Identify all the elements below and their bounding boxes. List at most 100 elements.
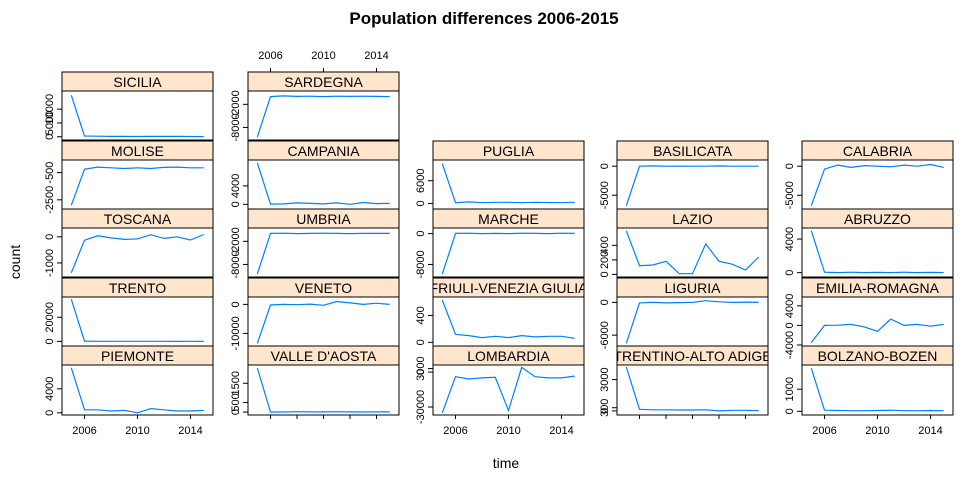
y-tick-label-sardegna-1: -2000 — [230, 90, 242, 118]
x-tick-label-bolzano-bozen-2: 2014 — [918, 425, 942, 437]
y-tick-label-molise-1: -500 — [44, 162, 56, 184]
strip-label-veneto: VENETO — [295, 280, 352, 296]
panel-box-veneto — [247, 296, 400, 347]
chart-title: Population differences 2006-2015 — [349, 9, 618, 28]
x-tick-label-lombardia-0: 2006 — [443, 425, 467, 437]
y-tick-label-abruzzo-0: 0 — [784, 270, 796, 276]
strip-label-calabria: CALABRIA — [843, 143, 913, 159]
panel-box-calabria — [801, 159, 954, 210]
y-tick-label-campania-0: 0 — [230, 201, 242, 207]
series-line-calabria — [810, 163, 944, 206]
y-tick-label-piemonte-1: 4000 — [44, 377, 56, 401]
strip-label-friuli-venezia-giulia: FRIULI-VENEZIA GIULIA — [430, 280, 589, 296]
y-tick-label-puglia-0: 0 — [415, 200, 427, 206]
y-tick-label-friuli-venezia-giulia-1: 400 — [415, 306, 427, 324]
panel-box-piemonte — [61, 364, 214, 416]
panel-box-toscana — [61, 227, 214, 278]
y-tick-label-valle-d-aosta-1: 500 — [230, 393, 242, 411]
y-tick-label-trentino-alto-adige-2: 3000 — [599, 367, 611, 391]
y-tick-label-umbria-1: -2000 — [230, 227, 242, 255]
strip-label-molise: MOLISE — [111, 143, 164, 159]
y-tick-label-basilicata-1: 0 — [599, 163, 611, 169]
y-tick-label-sicilia-0: 0 — [44, 134, 56, 140]
y-tick-label-veneto-0: -10000 — [230, 316, 242, 350]
y-tick-label-calabria-0: -5000 — [784, 181, 796, 209]
series-line-lazio — [625, 230, 760, 275]
y-tick-label-piemonte-0: 0 — [44, 410, 56, 416]
panel-calabria: CALABRIA -5000 0 — [784, 140, 954, 213]
y-tick-label-calabria-1: 0 — [784, 163, 796, 169]
panel-marche: MARCHE -8000 0 — [415, 208, 585, 281]
y-axis-title: count — [7, 245, 23, 279]
strip-label-lombardia: LOMBARDIA — [467, 348, 550, 364]
series-line-sicilia — [70, 95, 204, 138]
strip-label-emilia-romagna: EMILIA-ROMAGNA — [816, 280, 940, 296]
series-line-liguria — [625, 300, 759, 344]
series-line-puglia — [441, 163, 575, 204]
y-tick-label-bolzano-bozen-0: 0 — [784, 408, 796, 414]
series-line-basilicata — [625, 165, 759, 206]
y-tick-label-molise-0: -2500 — [44, 186, 56, 214]
x-tick-label-piemonte-2: 2014 — [178, 425, 202, 437]
strip-label-valle-d-aosta: VALLE D'AOSTA — [271, 348, 377, 364]
x-tick-label-piemonte-0: 2006 — [72, 425, 96, 437]
series-line-sardegna — [256, 95, 390, 138]
x-tick-label-lombardia-1: 2010 — [496, 425, 520, 437]
strip-label-bolzano-bozen: BOLZANO-BOZEN — [818, 348, 938, 364]
y-tick-label-emilia-romagna-1: 0 — [784, 322, 796, 328]
panel-piemonte: PIEMONTE 0 4000 2006 2010 2014 — [44, 345, 214, 437]
panel-molise: MOLISE -2500 -500 — [44, 140, 214, 214]
strip-label-liguria: LIGURIA — [664, 280, 721, 296]
y-tick-label-emilia-romagna-0: -4000 — [784, 331, 796, 359]
y-tick-label-veneto-1: 0 — [230, 301, 242, 307]
y-tick-label-trento-0: 0 — [44, 338, 56, 344]
y-tick-label-lazio-2: 400 — [599, 236, 611, 254]
series-line-marche — [441, 232, 575, 275]
strip-label-basilicata: BASILICATA — [653, 143, 733, 159]
y-tick-label-liguria-0: -6000 — [599, 321, 611, 349]
strip-label-campania: CAMPANIA — [287, 143, 360, 159]
strip-label-marche: MARCHE — [478, 211, 539, 227]
x-tick-label-piemonte-1: 2010 — [125, 425, 149, 437]
y-tick-label-valle-d-aosta-2: 1500 — [230, 371, 242, 395]
series-line-campania — [256, 162, 390, 205]
strip-label-trento: TRENTO — [109, 280, 166, 296]
strip-label-lazio: LAZIO — [672, 211, 713, 227]
strip-label-puglia: PUGLIA — [483, 143, 535, 159]
y-tick-label-toscana-0: -1000 — [44, 249, 56, 277]
y-tick-label-bolzano-bozen-1: 1000 — [784, 377, 796, 401]
x-tick-label-bolzano-bozen-0: 2006 — [812, 425, 836, 437]
panel-box-trento — [61, 296, 214, 347]
y-tick-label-emilia-romagna-2: 4000 — [784, 294, 796, 318]
series-line-trento — [70, 299, 204, 343]
y-tick-label-trentino-alto-adige-0: 0 — [599, 408, 611, 414]
strip-label-toscana: TOSCANA — [104, 211, 172, 227]
panel-emilia-romagna: EMILIA-ROMAGNA -4000 0 4000 — [784, 277, 954, 359]
panel-box-trentino-alto-adige — [616, 364, 769, 416]
top-tick-label-sardegna-1: 2010 — [311, 50, 335, 62]
panel-puglia: PUGLIA 0 6000 — [415, 140, 585, 213]
strip-label-sardegna: SARDEGNA — [284, 74, 363, 90]
panel-umbria: UMBRIA -8000-2000 — [230, 208, 400, 281]
y-tick-label-puglia-1: 6000 — [415, 168, 427, 192]
panel-basilicata: BASILICATA -5000 0 — [599, 140, 769, 213]
panel-box-lombardia — [432, 364, 585, 416]
panel-bolzano-bozen: BOLZANO-BOZEN 0 1000 2006 2010 2014 — [784, 345, 954, 437]
series-line-bolzano-bozen — [810, 368, 944, 412]
y-tick-label-sicilia-1: 5000 — [44, 111, 56, 135]
x-tick-label-bolzano-bozen-1: 2010 — [865, 425, 889, 437]
strip-label-umbria: UMBRIA — [296, 211, 351, 227]
top-tick-label-sardegna-0: 2006 — [258, 50, 282, 62]
y-tick-label-valle-d-aosta-0: 0 — [230, 409, 242, 415]
y-tick-label-basilicata-0: -5000 — [599, 181, 611, 209]
y-tick-label-trentino-alto-adige-1: 300 — [599, 399, 611, 417]
panel-veneto: VENETO -10000 0 — [230, 277, 400, 351]
series-line-emilia-romagna — [810, 318, 944, 343]
panel-box-marche — [432, 227, 585, 278]
panel-abruzzo: ABRUZZO 0 4000 — [784, 208, 954, 281]
x-tick-label-lombardia-2: 2014 — [549, 425, 573, 437]
